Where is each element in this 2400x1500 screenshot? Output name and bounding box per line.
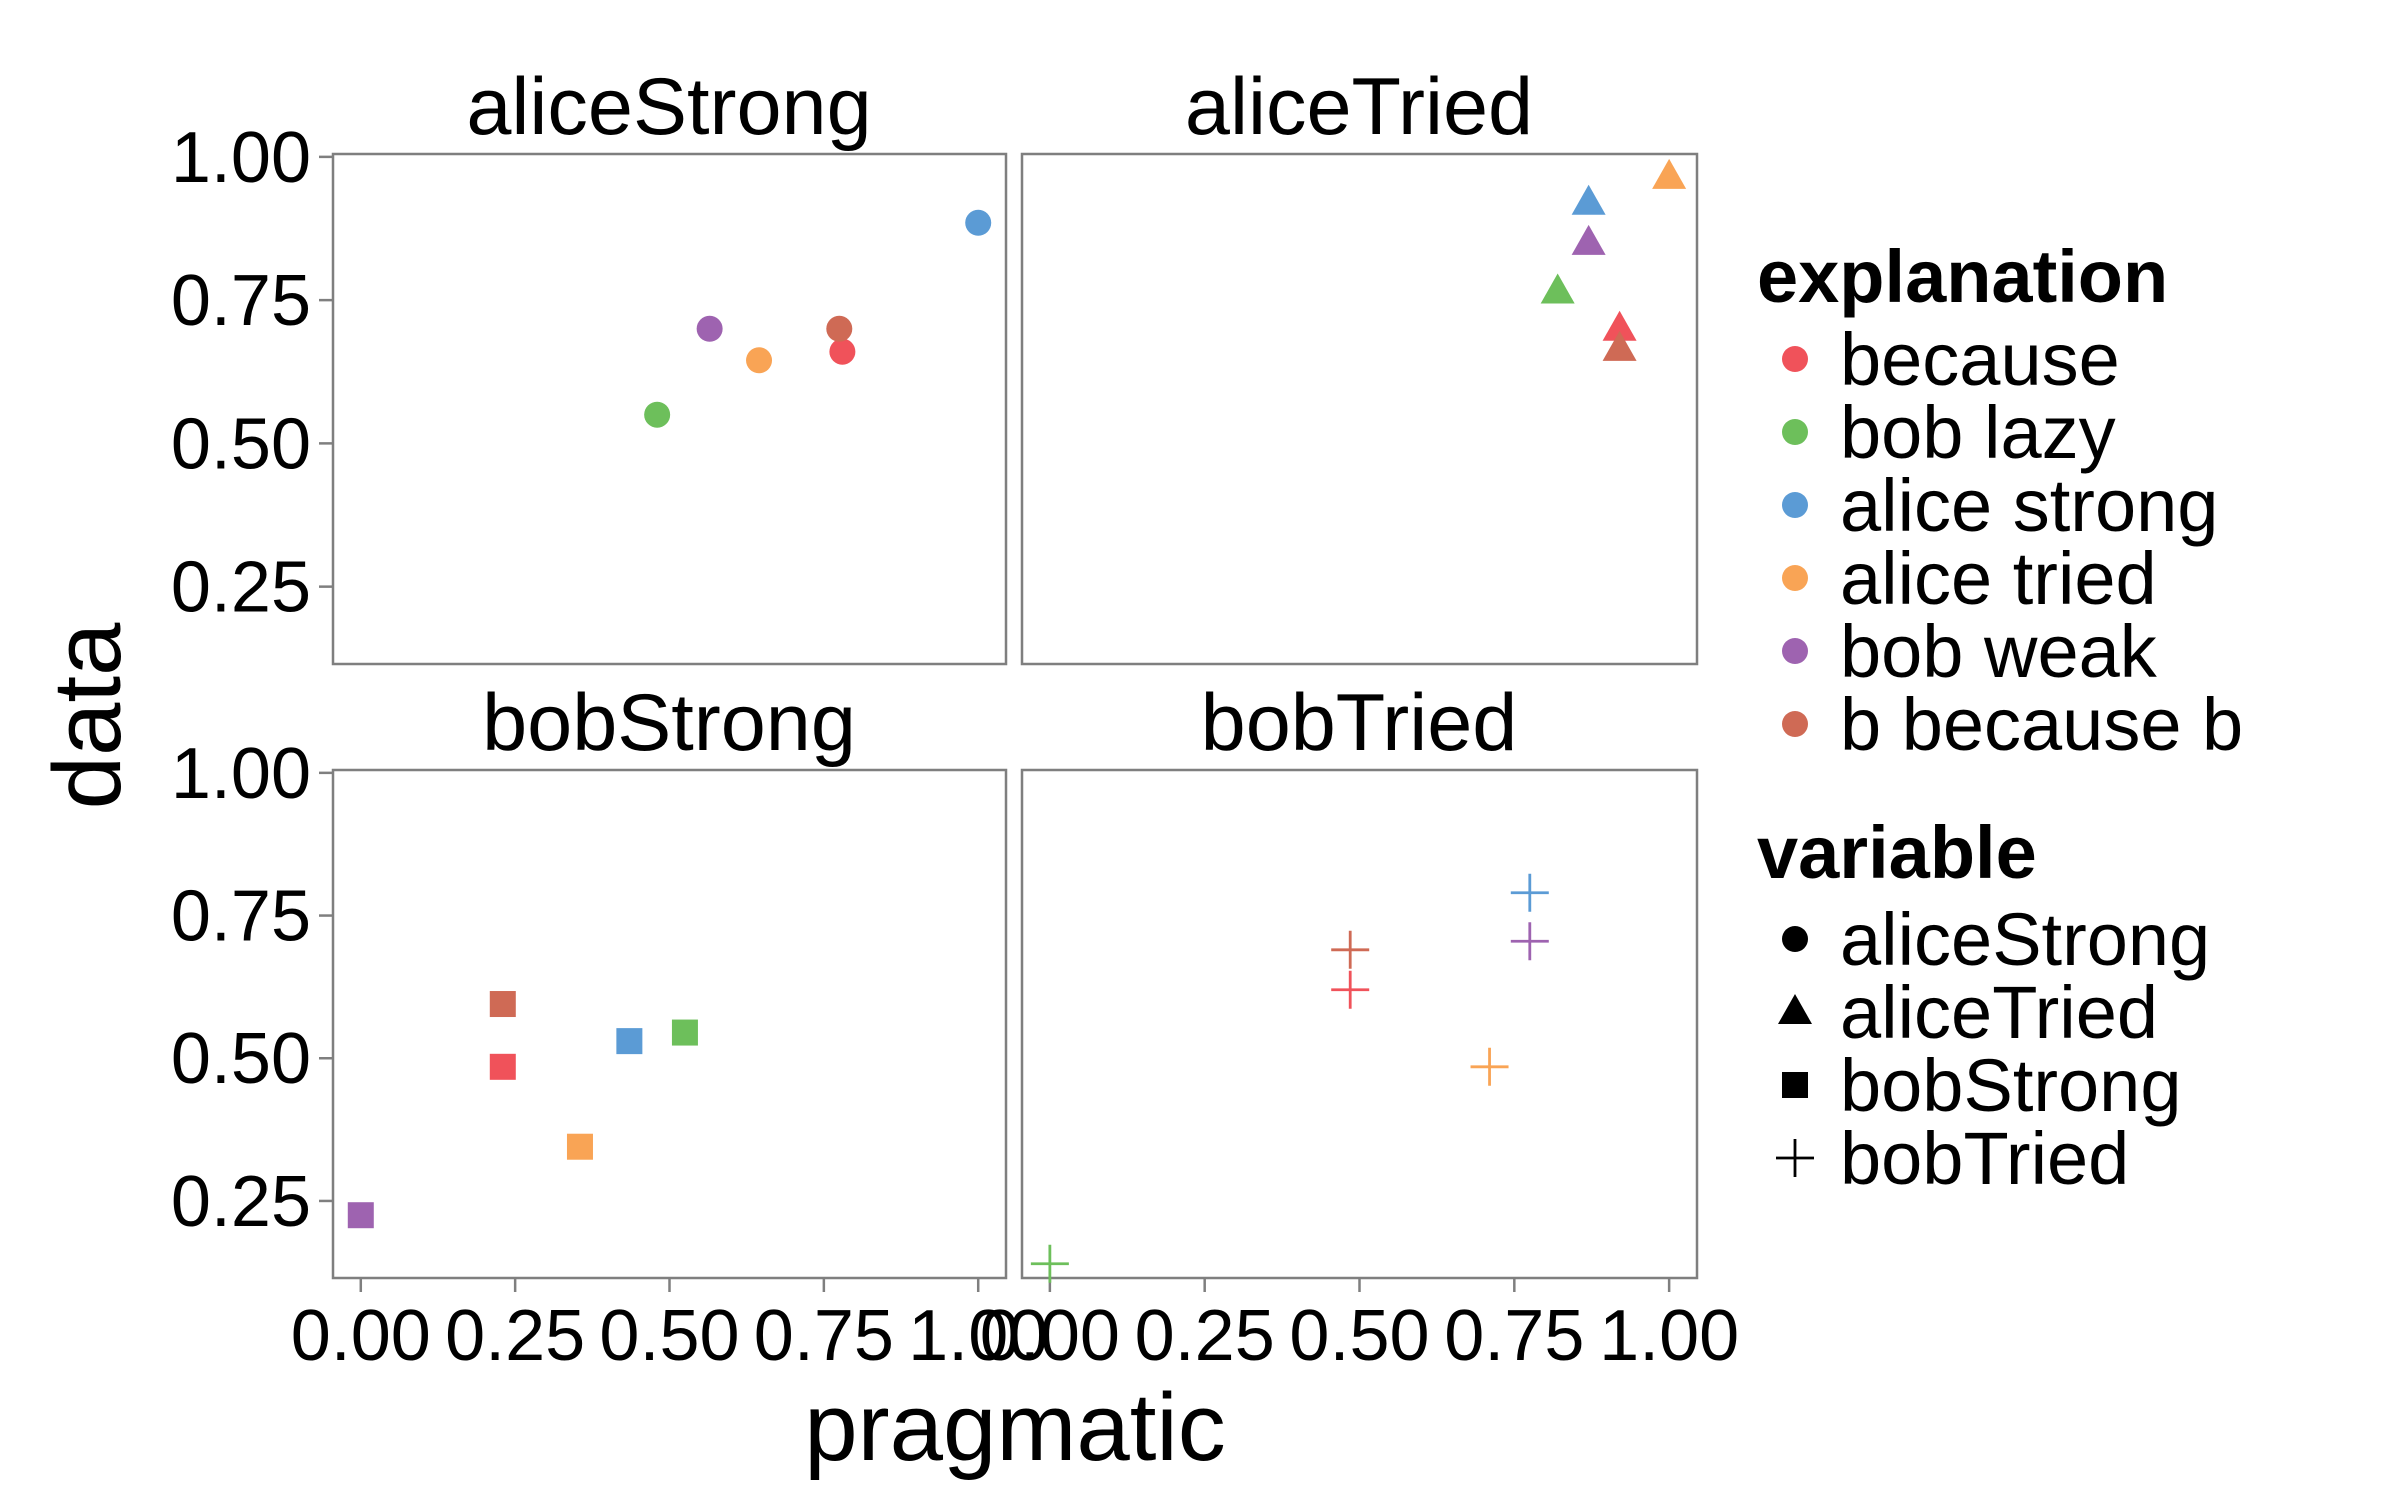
point-bobStrong-bob-weak (347, 1202, 374, 1229)
point-aliceStrong-alice-strong (965, 209, 992, 236)
x-tick-label: 1.00 (908, 1296, 1048, 1376)
y-axis-title: data (34, 622, 141, 809)
point-bobStrong-because (489, 1053, 516, 1080)
data-marks-layer (347, 158, 1687, 1283)
point-bobTried-b-because-b (1331, 930, 1370, 969)
legend-label: bob weak (1840, 610, 2158, 693)
facet-label-aliceStrong: aliceStrong (466, 62, 871, 152)
y-tick-label: 0.50 (171, 1019, 311, 1099)
legend-key-bobStrong (1782, 1072, 1808, 1098)
panel-aliceTried-frame (1020, 152, 1699, 666)
point-bobTried-alice-tried (1470, 1047, 1509, 1086)
legend-key-aliceStrong (1782, 926, 1808, 952)
legend-explanation-title: explanation (1757, 235, 2168, 318)
legend-key-aliceTried (1778, 994, 1812, 1024)
x-tick-label: 0.50 (599, 1296, 739, 1376)
legend-label: bob lazy (1840, 391, 2116, 474)
facet-label-bobTried: bobTried (1201, 678, 1518, 768)
panel-bobStrong-frame (331, 768, 1008, 1280)
point-aliceStrong-b-because-b (826, 315, 853, 342)
panel-bobTried-frame (1020, 768, 1699, 1280)
x-tick-label: 1.00 (1599, 1296, 1739, 1376)
x-tick-label: 0.75 (1444, 1296, 1584, 1376)
point-aliceTried-bob-weak (1571, 224, 1606, 255)
point-aliceTried-alice-tried (1652, 158, 1687, 189)
panel-aliceStrong-frame (331, 152, 1008, 666)
legend-key-alice-tried (1782, 565, 1808, 591)
x-tick-label: 0.25 (1135, 1296, 1275, 1376)
x-tick-label: 0.00 (291, 1296, 431, 1376)
legend-key-bobTried (1776, 1139, 1814, 1177)
point-aliceTried-because (1602, 310, 1637, 341)
axes-layer: 0.250.500.751.000.250.500.751.000.00 0.25… (171, 118, 1739, 1376)
legend-key-bob-lazy (1782, 419, 1808, 445)
point-aliceTried-alice-strong (1571, 184, 1606, 215)
legend-label: alice strong (1840, 464, 2218, 547)
legend-key-b-because-b (1782, 711, 1808, 737)
facet-label-bobStrong: bobStrong (482, 678, 856, 768)
legend-key-bob-weak (1782, 638, 1808, 664)
x-tick-label: 0.75 (754, 1296, 894, 1376)
point-aliceTried-bob-lazy (1540, 273, 1575, 304)
y-tick-label: 0.50 (171, 404, 311, 484)
legend-label: aliceTried (1840, 971, 2158, 1054)
point-bobTried-alice-strong (1510, 873, 1549, 912)
point-bobStrong-b-because-b (489, 991, 516, 1018)
point-aliceStrong-bob-weak (696, 315, 723, 342)
legend-variable-title: variable (1757, 811, 2037, 894)
legend-label: b because b (1840, 683, 2243, 766)
y-tick-label: 0.25 (171, 548, 311, 628)
legend-label: alice tried (1840, 537, 2157, 620)
point-aliceStrong-alice-tried (746, 347, 773, 374)
point-aliceTried-b-because-b (1602, 330, 1637, 361)
y-tick-label: 0.75 (171, 877, 311, 957)
x-tick-label: 0.25 (445, 1296, 585, 1376)
legend-label: because (1840, 318, 2120, 401)
point-bobTried-bob-weak (1510, 922, 1549, 961)
point-bobStrong-alice-tried (566, 1133, 593, 1160)
legend-variable: variable aliceStrongaliceTriedbobStrongb… (1757, 811, 2210, 1200)
y-tick-label: 0.75 (171, 261, 311, 341)
y-tick-label: 1.00 (171, 118, 311, 198)
point-aliceStrong-because (829, 338, 856, 365)
legend-key-alice-strong (1782, 492, 1808, 518)
x-tick-label: 0.50 (1289, 1296, 1429, 1376)
y-tick-label: 1.00 (171, 734, 311, 814)
y-tick-label: 0.25 (171, 1162, 311, 1242)
point-bobStrong-alice-strong (616, 1028, 643, 1055)
facet-label-aliceTried: aliceTried (1185, 62, 1533, 152)
point-bobTried-because (1331, 970, 1370, 1009)
point-aliceStrong-bob-lazy (644, 401, 671, 428)
x-tick-label: 0.00 (980, 1296, 1120, 1376)
legend-label: bobTried (1840, 1117, 2129, 1200)
point-bobTried-bob-lazy (1030, 1244, 1069, 1283)
legend-key-because (1782, 346, 1808, 372)
point-bobStrong-bob-lazy (671, 1019, 698, 1046)
x-axis-title: pragmatic (804, 1374, 1226, 1481)
legend-label: bobStrong (1840, 1044, 2182, 1127)
legend-label: aliceStrong (1840, 898, 2210, 981)
